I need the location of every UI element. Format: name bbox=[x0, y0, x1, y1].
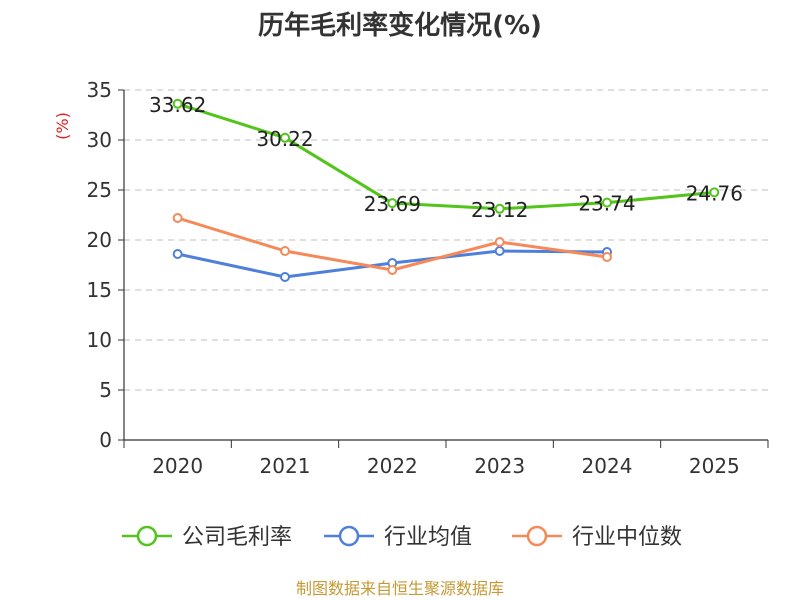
legend-marker bbox=[526, 525, 548, 547]
legend-label: 公司毛利率 bbox=[182, 525, 292, 550]
y-tick-label: 5 bbox=[99, 378, 112, 402]
data-point[interactable] bbox=[494, 246, 505, 256]
legend[interactable]: 公司毛利率 行业均值 行业中位数 bbox=[122, 525, 682, 550]
y-tick-label: 10 bbox=[87, 328, 112, 352]
legend-label: 行业均值 bbox=[384, 525, 472, 550]
data-point[interactable] bbox=[387, 265, 398, 275]
y-tick-label: 0 bbox=[99, 428, 112, 452]
data-labels: 33.62 30.22 23.69 23.12 23.74 24.76 bbox=[149, 93, 743, 222]
legend-marker bbox=[136, 525, 158, 547]
data-point[interactable] bbox=[172, 249, 183, 259]
y-tick-label: 20 bbox=[87, 228, 112, 252]
data-point[interactable] bbox=[280, 272, 290, 282]
data-point[interactable] bbox=[602, 197, 612, 208]
data-point[interactable] bbox=[602, 252, 612, 262]
y-tick-label: 30 bbox=[87, 128, 112, 152]
x-tick-label: 2021 bbox=[260, 454, 311, 478]
y-tick-label: 15 bbox=[87, 278, 112, 302]
data-point[interactable] bbox=[172, 98, 183, 109]
data-label: 24.76 bbox=[686, 181, 743, 205]
grid-lines bbox=[124, 89, 768, 391]
x-tick-label: 2022 bbox=[367, 454, 418, 478]
data-label: 23.69 bbox=[364, 192, 421, 216]
y-axis-unit-label: (%) bbox=[53, 112, 72, 140]
data-point[interactable] bbox=[494, 203, 505, 214]
data-point[interactable] bbox=[172, 213, 183, 223]
legend-label: 行业中位数 bbox=[572, 525, 682, 550]
data-point[interactable] bbox=[280, 246, 290, 256]
legend-item-0[interactable]: 公司毛利率 bbox=[122, 525, 292, 550]
y-tick-label: 35 bbox=[87, 78, 112, 102]
data-label: 23.74 bbox=[578, 192, 635, 216]
chart-title: 历年毛利率变化情况(%) bbox=[258, 10, 542, 41]
data-point[interactable] bbox=[387, 198, 398, 209]
data-point[interactable] bbox=[280, 132, 290, 143]
series-line-0 bbox=[177, 102, 715, 211]
data-label: 30.22 bbox=[256, 127, 313, 151]
source-note: 制图数据来自恒生聚源数据库 bbox=[296, 579, 504, 598]
data-point[interactable] bbox=[709, 187, 720, 198]
legend-item-2[interactable]: 行业中位数 bbox=[512, 525, 682, 550]
x-tick-label: 2023 bbox=[474, 454, 525, 478]
x-tick-label: 2024 bbox=[582, 454, 633, 478]
series-lines bbox=[172, 98, 720, 282]
data-label: 23.12 bbox=[471, 198, 528, 222]
y-tick-label: 25 bbox=[87, 178, 112, 202]
x-tick-label: 2020 bbox=[152, 454, 203, 478]
legend-marker bbox=[338, 525, 360, 547]
data-point[interactable] bbox=[494, 237, 505, 247]
data-label: 33.62 bbox=[149, 93, 206, 117]
legend-item-1[interactable]: 行业均值 bbox=[324, 525, 472, 550]
x-tick-label: 2025 bbox=[689, 454, 740, 478]
